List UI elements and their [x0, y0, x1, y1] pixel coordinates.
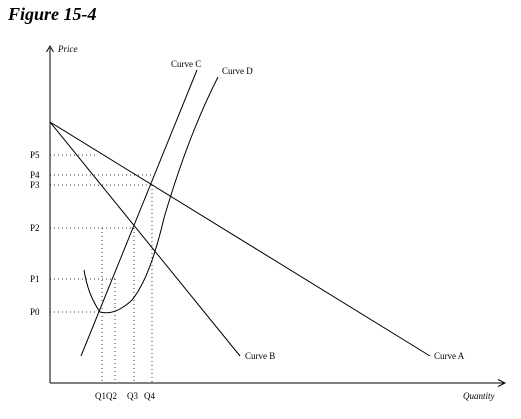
price-tick-label: P4: [30, 170, 40, 180]
curves: [49, 69, 431, 357]
quantity-tick-label: Q4: [144, 391, 155, 401]
curve-b-label: Curve B: [245, 351, 275, 361]
curve-b-line: [49, 121, 241, 357]
curve-c-line: [80, 69, 198, 357]
price-tick-label: P2: [30, 223, 40, 233]
curve-d-label: Curve D: [222, 66, 253, 76]
curve-c-label: Curve C: [171, 59, 201, 69]
x-axis-label: Quantity: [463, 391, 495, 401]
curve-a-line: [49, 121, 431, 357]
axes: Price Quantity: [46, 44, 507, 401]
curve-a-label: Curve A: [434, 351, 465, 361]
price-tick-label: P5: [30, 150, 40, 160]
curve-d-line: [83, 76, 219, 314]
price-tick-label: P0: [30, 307, 40, 317]
figure-title: Figure 15-4: [7, 4, 97, 24]
quantity-tick-label: Q3: [127, 391, 138, 401]
quantity-tick-label: Q1Q2: [95, 391, 117, 401]
y-axis-arrow-icon: [46, 45, 54, 53]
guide-lines: [50, 154, 153, 383]
price-tick-label: P3: [30, 180, 40, 190]
x-axis-arrow-icon: [497, 379, 507, 387]
price-tick-label: P1: [30, 274, 40, 284]
y-axis-label: Price: [57, 44, 78, 54]
